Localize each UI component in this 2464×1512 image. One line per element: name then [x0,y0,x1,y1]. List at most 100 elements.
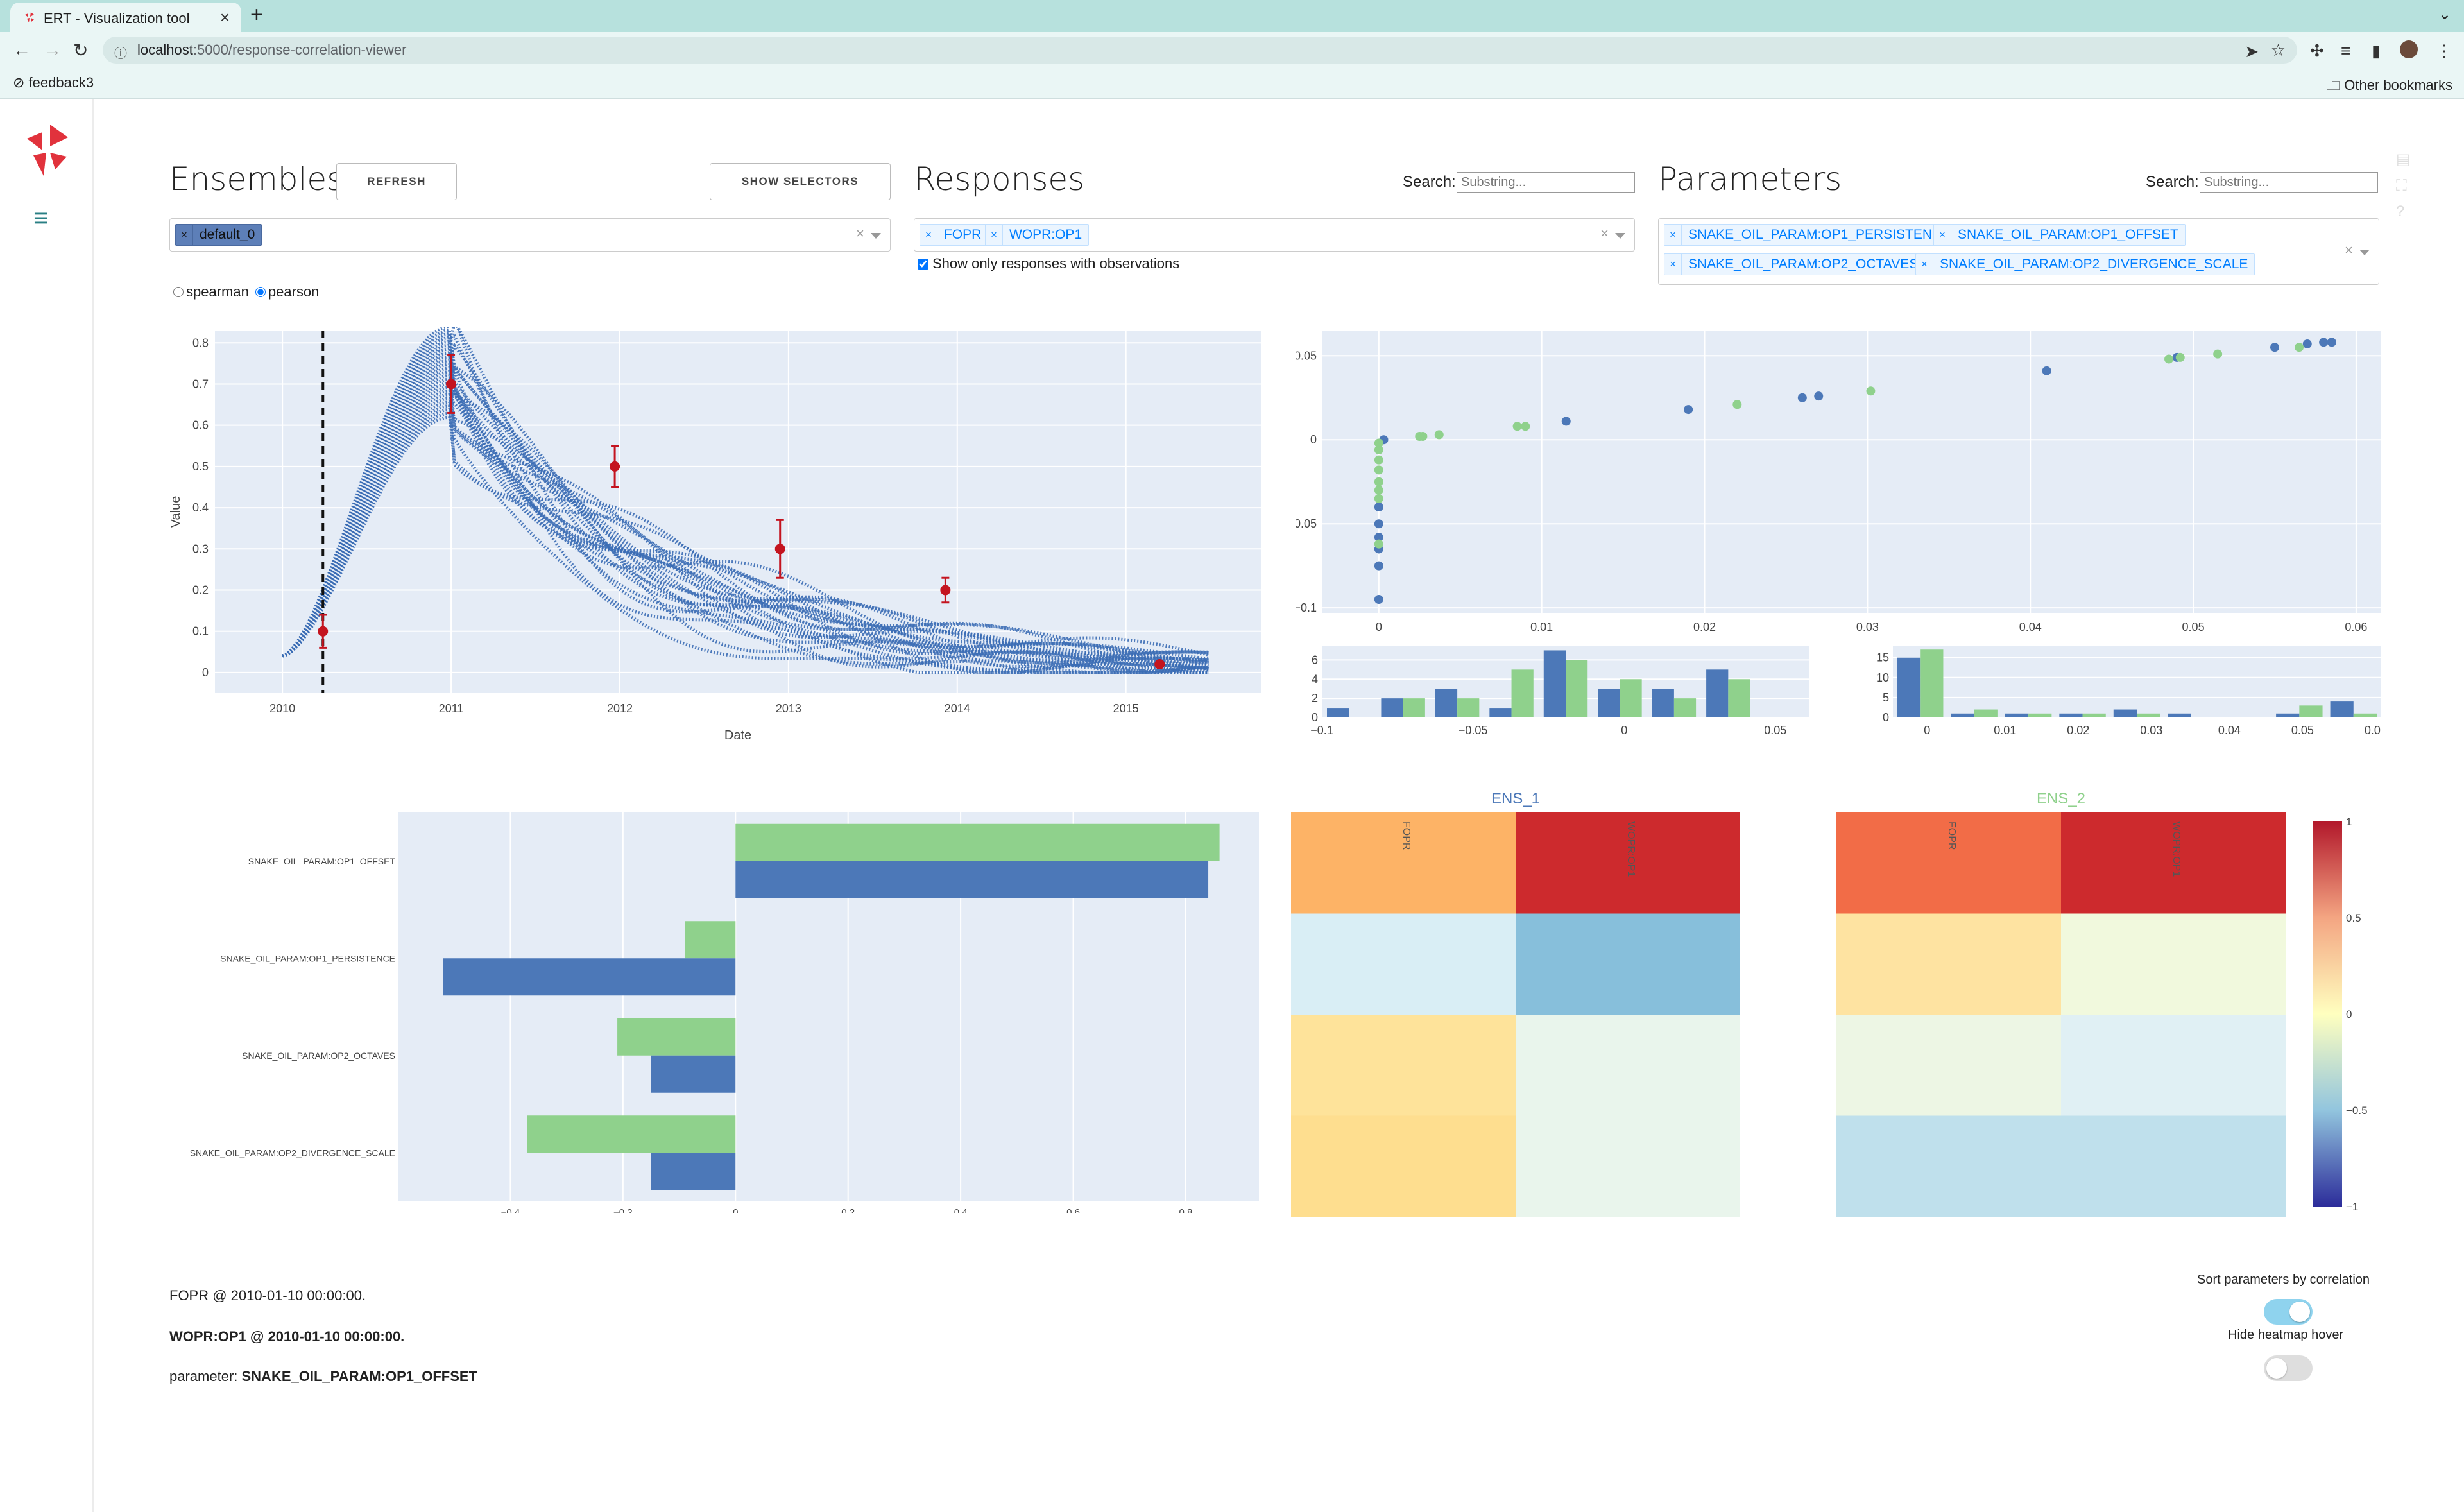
y-tick-label: 0 [1310,433,1317,446]
address-bar[interactable]: ⓘ localhost:5000/response-correlation-vi… [103,37,2297,64]
show-selectors-button[interactable]: SHOW SELECTORS [710,163,891,200]
remove-chip-icon[interactable]: × [1934,225,1951,245]
histogram-bar [1728,679,1750,717]
scatter-point [1374,465,1383,475]
back-icon[interactable]: ← [13,40,31,60]
histogram-bar [1673,698,1697,717]
y-axis-label: Value [169,496,183,528]
y-tick-label: 15 [1876,651,1889,664]
extensions-icon[interactable]: ✣ [2310,41,2324,60]
response-selector[interactable]: × FOPR × WOPR:OP1 × [914,218,1635,252]
app-sidebar: ≡ [0,99,94,1512]
colorbar-tick-label: 1 [2346,816,2352,828]
y-tick-label: 0.8 [193,336,209,349]
reload-icon[interactable]: ↻ [73,40,89,60]
ensemble-selector[interactable]: × default_0 × [169,218,891,252]
observations-only-checkbox[interactable] [918,258,928,270]
x-tick-label: 0.4 [954,1207,968,1213]
fullscreen-icon[interactable]: ⛶ [2396,177,2407,194]
site-info-icon[interactable]: ⓘ [114,47,127,61]
side-panel-icon[interactable]: ▮ [2372,41,2381,60]
heatmap-cell [1291,1015,1516,1116]
browser-menu-icon[interactable]: ⋮ [2436,41,2452,60]
browser-tab[interactable]: ERT - Visualization tool × [10,3,241,32]
clear-icon[interactable]: × [2345,242,2353,258]
colorbar-tick-label: −0.5 [2346,1104,2368,1117]
x-tick-label: 0.05 [1764,724,1786,737]
parameter-chip-op2-divergence[interactable]: × SNAKE_OIL_PARAM:OP2_DIVERGENCE_SCALE [1915,253,2255,275]
response-chip-wopr[interactable]: × WOPR:OP1 [985,224,1090,246]
tab-search-icon[interactable]: ⌄ [2438,6,2451,23]
correlation-heatmaps[interactable]: ENS_1 FOPR WOPR:OP1 ENS_2 FOPR WOPR:OP1 1 0.5 0 −… [1283,783,2374,1219]
histogram-bar [2330,701,2354,717]
y-tick-label: 0.1 [193,625,209,638]
parameter-chip-op2-octaves[interactable]: × SNAKE_OIL_PARAM:OP2_OCTAVES [1664,253,1926,275]
hover-toggle[interactable] [2264,1355,2313,1381]
spearman-radio[interactable] [173,287,184,297]
forward-icon[interactable]: → [44,40,62,60]
scatter-point [1866,386,1876,396]
send-icon[interactable]: ➤ [2245,42,2259,61]
y-tick-label: 0.2 [193,583,209,596]
reading-list-icon[interactable]: ≡ [2341,41,2351,60]
realization-line [282,366,1209,673]
tab-close-icon[interactable]: × [219,8,230,27]
histogram-bar [2113,709,2137,717]
realization-line [282,354,1209,670]
histogram-bar [2168,713,2191,717]
clear-icon[interactable]: × [1600,225,1609,241]
parameter-chip-op1-persistence[interactable]: × SNAKE_OIL_PARAM:OP1_PERSISTENCE [1664,224,1958,246]
parameter-correlation-bars[interactable]: −0.4 −0.2 0 0.2 0.4 0.6 0.8 SNAKE_OIL_PARAM:OP1… [160,809,1264,1213]
clear-icon[interactable]: × [856,225,864,241]
bookmark-feedback3[interactable]: ⊘ feedback3 [13,74,94,90]
download-icon[interactable]: ▤ [2396,151,2411,168]
histogram-bar [1897,657,1921,717]
remove-chip-icon[interactable]: × [1664,254,1682,275]
remove-chip-icon[interactable]: × [1916,254,1933,275]
sort-toggle[interactable] [2264,1299,2313,1325]
heatmap-cell [2061,1115,2286,1217]
parameter-histogram[interactable]: 0 5 10 15 0 0.01 0.02 0.03 0.04 0.05 0.06 [1861,640,2381,737]
histogram-bar [2005,713,2029,717]
chevron-down-icon[interactable] [1615,233,1625,239]
scatter-point [1374,539,1383,549]
bookmark-star-icon[interactable]: ☆ [2270,40,2286,60]
histogram-bar [2059,713,2083,717]
parameter-response-scatter[interactable]: 0.05 0 −0.05 −0.1 0 0.01 0.02 0.03 0.04 0.05 0.06 [1296,327,2381,635]
response-chip-fopr[interactable]: × FOPR [920,224,989,246]
response-line-chart[interactable]: 0 0.1 0.2 0.3 0.4 0.5 0.6 0.7 0.8 2010 2011 2012 201… [160,327,1264,751]
heatmap-cell [1516,1015,1740,1116]
x-tick-label: 0 [1924,724,1930,737]
x-tick-label: 0 [1621,724,1627,737]
scatter-point [1814,391,1824,401]
help-icon[interactable]: ? [2396,203,2405,220]
profile-avatar[interactable] [2400,40,2418,58]
y-tick-label: 10 [1876,671,1889,684]
y-tick-label: 4 [1312,673,1318,685]
other-bookmarks[interactable]: 🗀 Other bookmarks [2326,77,2452,93]
parameter-chip-op1-offset[interactable]: × SNAKE_OIL_PARAM:OP1_OFFSET [1933,224,2186,246]
pearson-radio[interactable] [255,287,266,297]
scatter-point [1374,494,1383,503]
new-tab-button[interactable]: + [250,3,263,27]
parameter-search-input[interactable] [2200,172,2378,193]
heatmap-cell [1291,1115,1516,1217]
heatmap-cell [1836,1015,2061,1116]
chevron-down-icon[interactable] [871,233,881,239]
response-search-input[interactable] [1457,172,1635,193]
remove-chip-icon[interactable]: × [176,225,193,245]
remove-chip-icon[interactable]: × [1664,225,1682,245]
responses-title: Responses [914,160,1085,198]
response-histogram[interactable]: 0 2 4 6 −0.1 −0.05 0 0.05 [1296,640,1810,737]
histogram-bar [1327,708,1349,717]
hamburger-menu-icon[interactable]: ≡ [33,204,49,232]
observation-point [774,544,785,554]
realization-line [282,388,1209,664]
refresh-button[interactable]: REFRESH [336,163,457,200]
parameter-selector[interactable]: × SNAKE_OIL_PARAM:OP1_PERSISTENCE × SNAK… [1658,218,2379,285]
scatter-point [1374,477,1383,486]
remove-chip-icon[interactable]: × [920,225,937,245]
remove-chip-icon[interactable]: × [986,225,1003,245]
chevron-down-icon[interactable] [2359,250,2370,255]
ensemble-chip[interactable]: × default_0 [175,224,262,246]
